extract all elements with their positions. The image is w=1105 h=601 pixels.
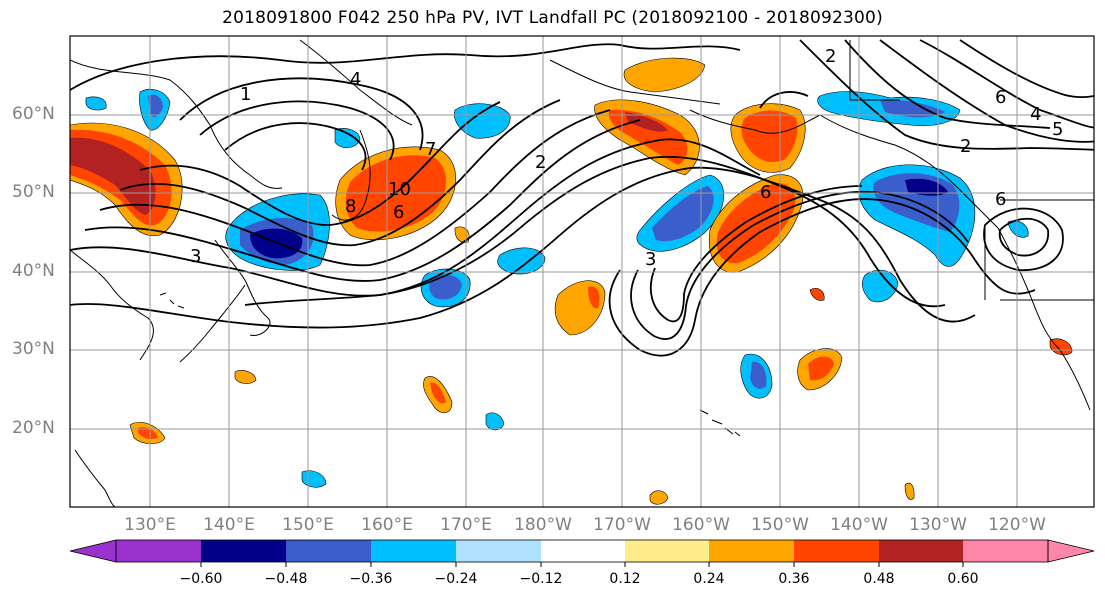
- contour-label: 7: [425, 139, 436, 160]
- colorbar-tick-label: −0.48: [264, 571, 308, 587]
- colorbar-segment: [371, 540, 456, 562]
- colorbar-segment: [963, 540, 1048, 562]
- contour-label: 4: [1030, 104, 1041, 125]
- colorbar-tick-label: 0.48: [863, 571, 895, 587]
- contour-label: 6: [995, 189, 1006, 210]
- contour-label: 2: [960, 136, 971, 157]
- colorbar-under-triangle: [69, 539, 117, 563]
- colorbar-segment: [201, 540, 286, 562]
- colorbar-segment: [879, 540, 963, 562]
- colorbar-frame: [115, 539, 1049, 563]
- colorbar-segment: [625, 540, 709, 562]
- colorbar: [69, 539, 1095, 567]
- colorbar-segment: [116, 540, 201, 562]
- colorbar-segment: [794, 540, 879, 562]
- colorbar-segment: [456, 540, 541, 562]
- colorbar-tick-label: −0.36: [349, 571, 393, 587]
- longitude-label: 120°W: [988, 515, 1046, 535]
- longitude-label: 160°E: [361, 515, 413, 535]
- map-frame: [69, 35, 1095, 508]
- longitude-label: 130°W: [909, 515, 967, 535]
- colorbar-segment: [286, 540, 371, 562]
- longitude-label: 180°W: [514, 515, 572, 535]
- colorbar-tick-label: 0.12: [609, 571, 641, 587]
- colorbar-segment: [541, 540, 625, 562]
- latitude-label: 30°N: [12, 339, 55, 359]
- latitude-label: 60°N: [12, 104, 55, 124]
- longitude-label: 170°E: [440, 515, 492, 535]
- contour-label: 6: [995, 87, 1006, 108]
- coastlines: [70, 39, 1094, 507]
- longitude-label: 160°W: [672, 515, 730, 535]
- colorbar-tick-label: −0.24: [434, 571, 478, 587]
- contour-label: 6: [760, 182, 771, 203]
- colorbar-over-triangle: [1047, 539, 1095, 563]
- longitude-label: 140°E: [203, 515, 255, 535]
- contour-label: 8: [345, 196, 356, 217]
- contour-label: 10: [388, 179, 411, 200]
- longitude-label: 140°W: [830, 515, 888, 535]
- longitude-label: 130°E: [124, 515, 176, 535]
- contour-label: 3: [190, 246, 201, 267]
- latitude-label: 40°N: [12, 261, 55, 281]
- colorbar-tick-label: −0.60: [179, 571, 223, 587]
- contour-label: 2: [825, 46, 836, 67]
- longitude-label: 150°W: [751, 515, 809, 535]
- contour-labels: 1 4 7 2 3 8 10 6 2 3 6 2 6 5 4 6: [190, 46, 1063, 270]
- latitude-label: 20°N: [12, 418, 55, 438]
- latitude-label: 50°N: [12, 182, 55, 202]
- contour-label: 2: [535, 152, 546, 173]
- colorbar-tick-label: 0.24: [693, 571, 725, 587]
- contour-label: 1: [240, 84, 251, 105]
- longitude-label: 170°W: [593, 515, 651, 535]
- contour-label: 6: [393, 202, 404, 223]
- pv-contours: [70, 39, 1094, 357]
- contour-label: 3: [645, 249, 656, 270]
- contour-label: 4: [350, 69, 361, 90]
- colorbar-tick-label: 0.60: [947, 571, 979, 587]
- contour-label: 5: [1052, 119, 1063, 140]
- colorbar-tick-label: 0.36: [778, 571, 810, 587]
- gridlines: [70, 36, 1094, 507]
- colorbar-tick-label: −0.12: [519, 571, 563, 587]
- longitude-label: 150°E: [282, 515, 334, 535]
- map-title: 2018091800 F042 250 hPa PV, IVT Landfall…: [222, 8, 883, 28]
- colorbar-segment: [709, 540, 794, 562]
